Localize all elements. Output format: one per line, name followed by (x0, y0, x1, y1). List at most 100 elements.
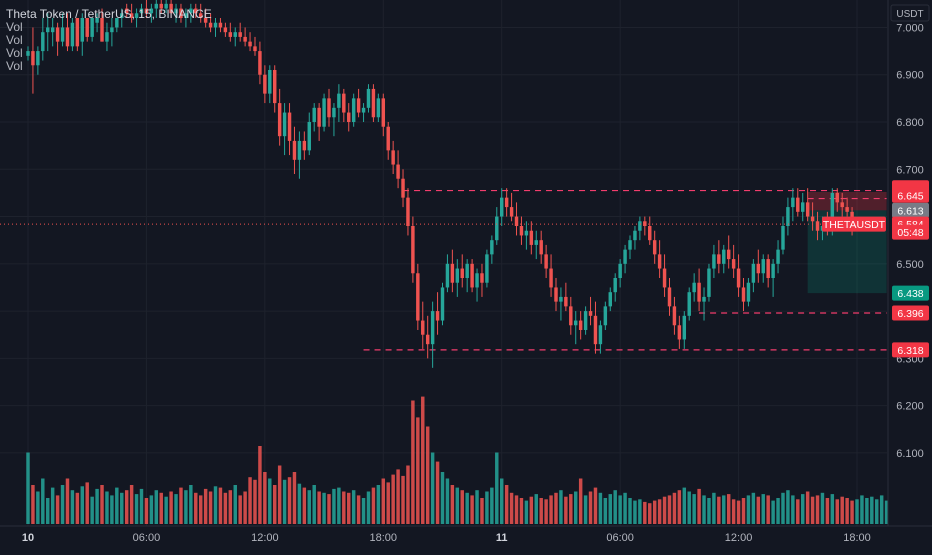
volume-bar (312, 485, 316, 524)
candle-body (726, 249, 731, 260)
volume-bar (667, 495, 672, 524)
candle-body (208, 22, 213, 28)
candle-body (203, 18, 208, 23)
volume-bar (578, 478, 583, 524)
volume-bar (203, 488, 208, 524)
candle-body (55, 27, 60, 42)
candle-body (499, 197, 504, 217)
price-tick-label: 6.900 (896, 70, 924, 82)
candle-body (534, 240, 538, 245)
horizontal-levels (363, 189, 887, 351)
volume-bar (628, 498, 632, 524)
volume-bar (36, 491, 40, 524)
symbol-title[interactable]: Theta Token / TetherUS, 15, BINANCE (6, 7, 212, 21)
candle-body (638, 221, 642, 231)
volume-bar (154, 490, 159, 524)
volume-bar (425, 426, 430, 524)
volume-indicator-label[interactable]: Vol (6, 46, 23, 60)
candle-body (194, 8, 198, 14)
candle-body (213, 22, 218, 28)
candle-body (741, 287, 746, 302)
candle-body (60, 27, 65, 42)
volume-bar (100, 485, 104, 524)
candle-body (618, 263, 622, 278)
volume-indicator-label[interactable]: Vol (6, 59, 23, 73)
volume-bar (347, 492, 351, 524)
candle-body (722, 249, 726, 264)
volume-bar (277, 465, 282, 524)
candle-body (554, 287, 558, 302)
volume-bar (672, 492, 677, 524)
volume-bar (677, 490, 682, 524)
price-tick-label: 6.500 (896, 259, 924, 271)
candle-body (134, 13, 139, 18)
candle-body (425, 334, 430, 345)
volume-bar (499, 478, 504, 524)
candle-body (569, 306, 573, 326)
candle-body (223, 27, 228, 33)
volume-bar (736, 500, 741, 524)
volume-bar (174, 494, 178, 524)
candle-body (652, 240, 657, 255)
candle-body (268, 70, 272, 94)
volume-indicator-label[interactable]: Vol (6, 33, 23, 47)
candle-body (376, 98, 381, 118)
candle-body (707, 268, 711, 297)
volume-indicator-label[interactable]: Vol (6, 20, 23, 34)
time-tick-label: 12:00 (251, 532, 279, 544)
candle-body (406, 197, 410, 226)
candle-body (559, 296, 563, 302)
time-axis[interactable]: 10 06:00 12:00 18:00 11 06:00 12:00 18:00 (22, 532, 871, 544)
volume-bar (865, 498, 869, 524)
candle-body (830, 192, 835, 231)
volume-bar (830, 494, 835, 524)
candle-body (115, 18, 119, 28)
volume-bar (80, 486, 85, 524)
volume-bar (272, 485, 277, 524)
candle-body (544, 254, 548, 269)
price-tick-label: 7.000 (896, 22, 924, 34)
volume-bar (297, 483, 302, 524)
candle-body (411, 226, 415, 274)
price-level-badge (892, 202, 929, 218)
candle-body (233, 32, 237, 37)
candle-body (317, 107, 321, 127)
volume-bar (376, 485, 381, 524)
time-tick-label: 12:00 (725, 532, 753, 544)
volume-bar (870, 496, 874, 524)
volume-bar (662, 496, 667, 524)
candle-body (800, 202, 805, 212)
candle-body (105, 32, 109, 42)
volume-bar (697, 488, 701, 524)
candle-body (228, 32, 233, 37)
volume-bar (603, 498, 608, 524)
candle-body (287, 112, 292, 141)
volume-bar (292, 472, 297, 524)
time-tick-label: 11 (496, 532, 508, 544)
volume-bar (450, 485, 455, 524)
volume-bar (756, 496, 761, 524)
volume-bar (751, 492, 756, 524)
volume-bar (490, 487, 494, 524)
currency-label[interactable]: USDT (896, 9, 923, 20)
price-tick-label: 6.800 (896, 117, 924, 129)
candle-body (381, 98, 386, 127)
volume-bar (569, 494, 573, 524)
volume-bar (243, 491, 247, 524)
candle-body (776, 249, 780, 264)
volume-bar (825, 498, 830, 524)
candle-body (746, 282, 751, 302)
candle-body (751, 263, 756, 283)
price-labels: 6.6616.6526.6456.6136.58405:486.4386.396… (822, 180, 929, 358)
volume-bar (746, 495, 751, 524)
volume-bar (307, 490, 311, 524)
volume-bar (421, 396, 425, 524)
currency-label-group[interactable]: USDT (890, 4, 930, 22)
volume-bar (766, 495, 770, 524)
volume-bar (75, 492, 80, 524)
volume-bar (613, 490, 617, 524)
price-axis-panel[interactable] (888, 0, 932, 526)
volume-bar (401, 475, 405, 524)
